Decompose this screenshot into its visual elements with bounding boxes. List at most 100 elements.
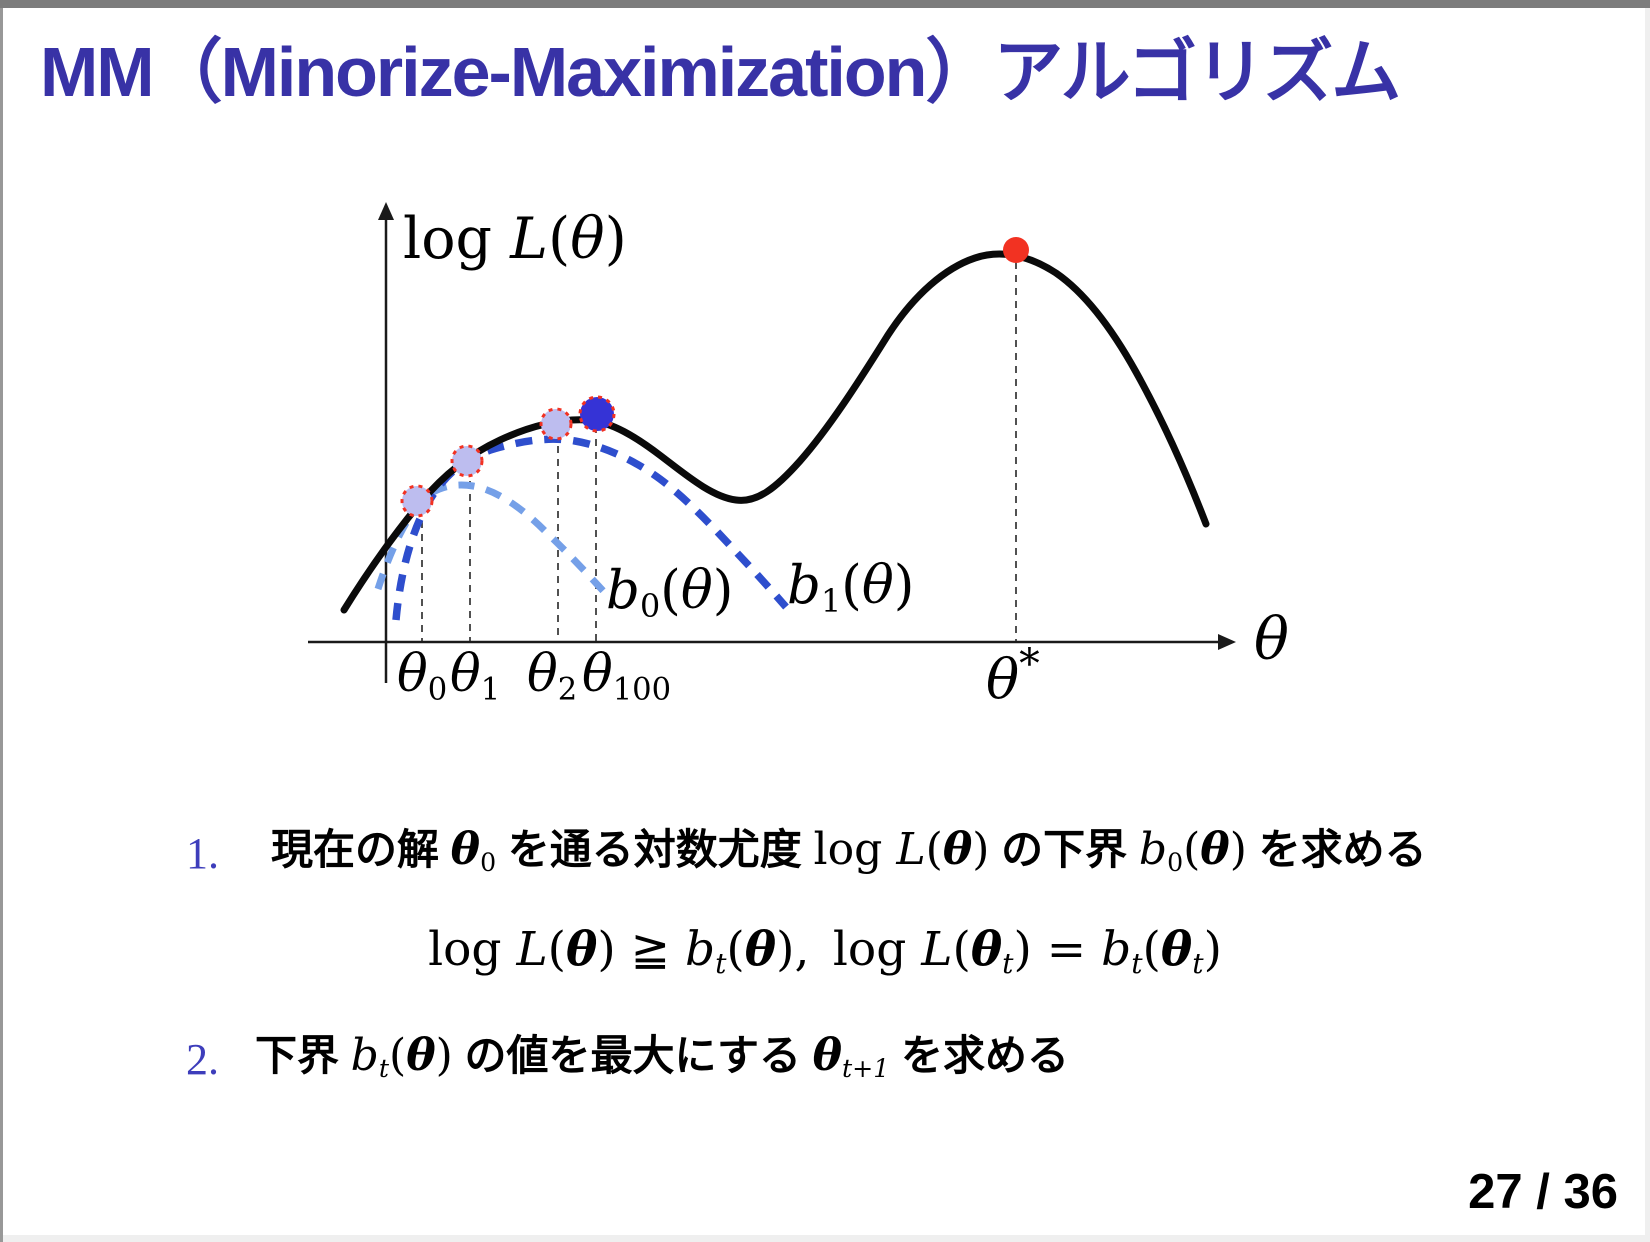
slide-title: MM（Minorize-Maximization）アルゴリズム <box>40 33 1401 111</box>
text-token: の下界 <box>989 826 1139 873</box>
text-token: L <box>921 922 953 977</box>
bound-formula: log L(θ) ≧ bt(θ), log L(θt) = bt(θt) <box>0 922 1650 980</box>
text-token: を求める <box>889 1032 1069 1079</box>
text-token: 1 <box>480 672 501 708</box>
list-item-1-text: 現在の解 θ0 を通る対数尤度 log L(θ) の下界 b0(θ) を求める <box>271 824 1427 878</box>
text-token: ( <box>726 922 745 977</box>
text-token: θ <box>942 824 973 875</box>
text-token: L <box>516 922 548 977</box>
text-token: 0 <box>427 672 448 708</box>
text-token: 0 <box>639 587 661 625</box>
text-token: ( <box>841 555 862 616</box>
text-token: θ <box>570 206 605 272</box>
text-token: log <box>403 206 511 272</box>
text-token: の値を最大にする <box>452 1032 813 1079</box>
text-token: L <box>510 206 549 272</box>
list-item-1-number: 1. <box>186 829 219 878</box>
list-item-2-text: 下界 bt(θ) の値を最大にする θt+1 を求める <box>255 1030 1069 1084</box>
text-token: θ <box>1200 824 1230 875</box>
b0-curve-label: b0(θ) <box>606 560 733 625</box>
text-token: 0 <box>1167 848 1184 878</box>
list-item-2-number: 2. <box>186 1035 219 1084</box>
text-token: θ <box>970 922 1003 977</box>
point-theta-star-optimum <box>1003 237 1029 263</box>
text-token: θ <box>1254 605 1289 673</box>
text-token: ) <box>972 824 990 875</box>
text-token: 2 <box>557 672 578 708</box>
text-token: t+1 <box>842 1054 890 1084</box>
text-token: ) <box>712 560 734 621</box>
text-token: b <box>350 1030 379 1081</box>
text-token: b <box>787 555 821 616</box>
y-axis-arrow-icon <box>378 202 394 220</box>
text-token: * <box>1019 640 1040 688</box>
x-axis-arrow-icon <box>1218 634 1236 650</box>
text-token: ( <box>1142 922 1161 977</box>
text-token: b <box>1138 824 1168 875</box>
text-token: θ <box>582 645 613 704</box>
curve-lower-bound-b1 <box>392 435 789 621</box>
text-token: θ <box>527 645 558 704</box>
text-token: ) <box>597 922 616 977</box>
text-token: ), <box>776 922 810 977</box>
text-token: ( <box>389 1030 407 1081</box>
text-token: t <box>715 946 727 980</box>
text-token: ) <box>893 555 915 616</box>
text-token: t <box>1131 946 1143 980</box>
curve-log-likelihood <box>340 250 1210 614</box>
text-token: log <box>428 922 517 977</box>
b1-curve-label: b1(θ) <box>787 555 914 620</box>
theta1-tick-label: θ1 <box>450 645 500 708</box>
text-token: θ <box>566 922 598 977</box>
text-token: を求める <box>1246 826 1427 873</box>
page-number: 27 / 36 <box>1468 1165 1618 1219</box>
point-theta2 <box>539 407 573 441</box>
text-token: θ <box>680 560 713 621</box>
text-token: θ <box>812 1030 843 1081</box>
text-token: log <box>813 824 897 875</box>
slide-page <box>3 8 1645 1235</box>
y-axis-label: log L(θ) <box>403 206 627 272</box>
text-token: L <box>896 824 926 875</box>
text-token: ) <box>1013 922 1032 977</box>
text-token: ) <box>1203 922 1222 977</box>
text-token: θ <box>450 645 481 704</box>
text-token: θ <box>450 824 481 875</box>
text-token: ≧ <box>615 922 685 977</box>
theta2-tick-label: θ2 <box>527 645 577 708</box>
text-token <box>809 922 833 977</box>
point-theta100-local-max <box>578 395 616 433</box>
text-token: θ <box>986 647 1020 712</box>
text-token: ) <box>435 1030 453 1081</box>
text-token: 現在の解 <box>271 826 451 873</box>
text-token: θ <box>744 922 777 977</box>
text-token: 100 <box>612 672 672 708</box>
text-token: = <box>1031 922 1102 977</box>
text-token: θ <box>1160 922 1193 977</box>
text-token: t <box>378 1054 390 1084</box>
viewer-top-bar <box>0 0 1650 8</box>
text-token: b <box>1101 922 1132 977</box>
viewer-left-edge <box>0 8 3 1242</box>
text-token: 0 <box>480 848 497 878</box>
text-token: b <box>684 922 716 977</box>
text-token: 下界 <box>255 1032 351 1079</box>
point-theta1 <box>450 444 484 478</box>
text-token: ) <box>1229 824 1247 875</box>
point-theta0 <box>400 484 434 518</box>
text-token: ( <box>547 922 567 977</box>
text-token: θ <box>861 555 894 616</box>
text-token: t <box>1002 946 1014 980</box>
text-token: t <box>1192 946 1204 980</box>
text-token: ( <box>660 560 681 621</box>
text-token: を通る対数尤度 <box>496 826 814 873</box>
x-axis-label: θ <box>1254 605 1289 673</box>
text-token: 1 <box>820 582 842 620</box>
theta100-tick-label: θ100 <box>582 645 671 708</box>
text-token: θ <box>406 1030 436 1081</box>
text-token: θ <box>397 645 428 704</box>
theta-star-tick-label: θ* <box>986 640 1040 712</box>
text-token: ( <box>952 922 971 977</box>
text-token: b <box>606 560 640 621</box>
